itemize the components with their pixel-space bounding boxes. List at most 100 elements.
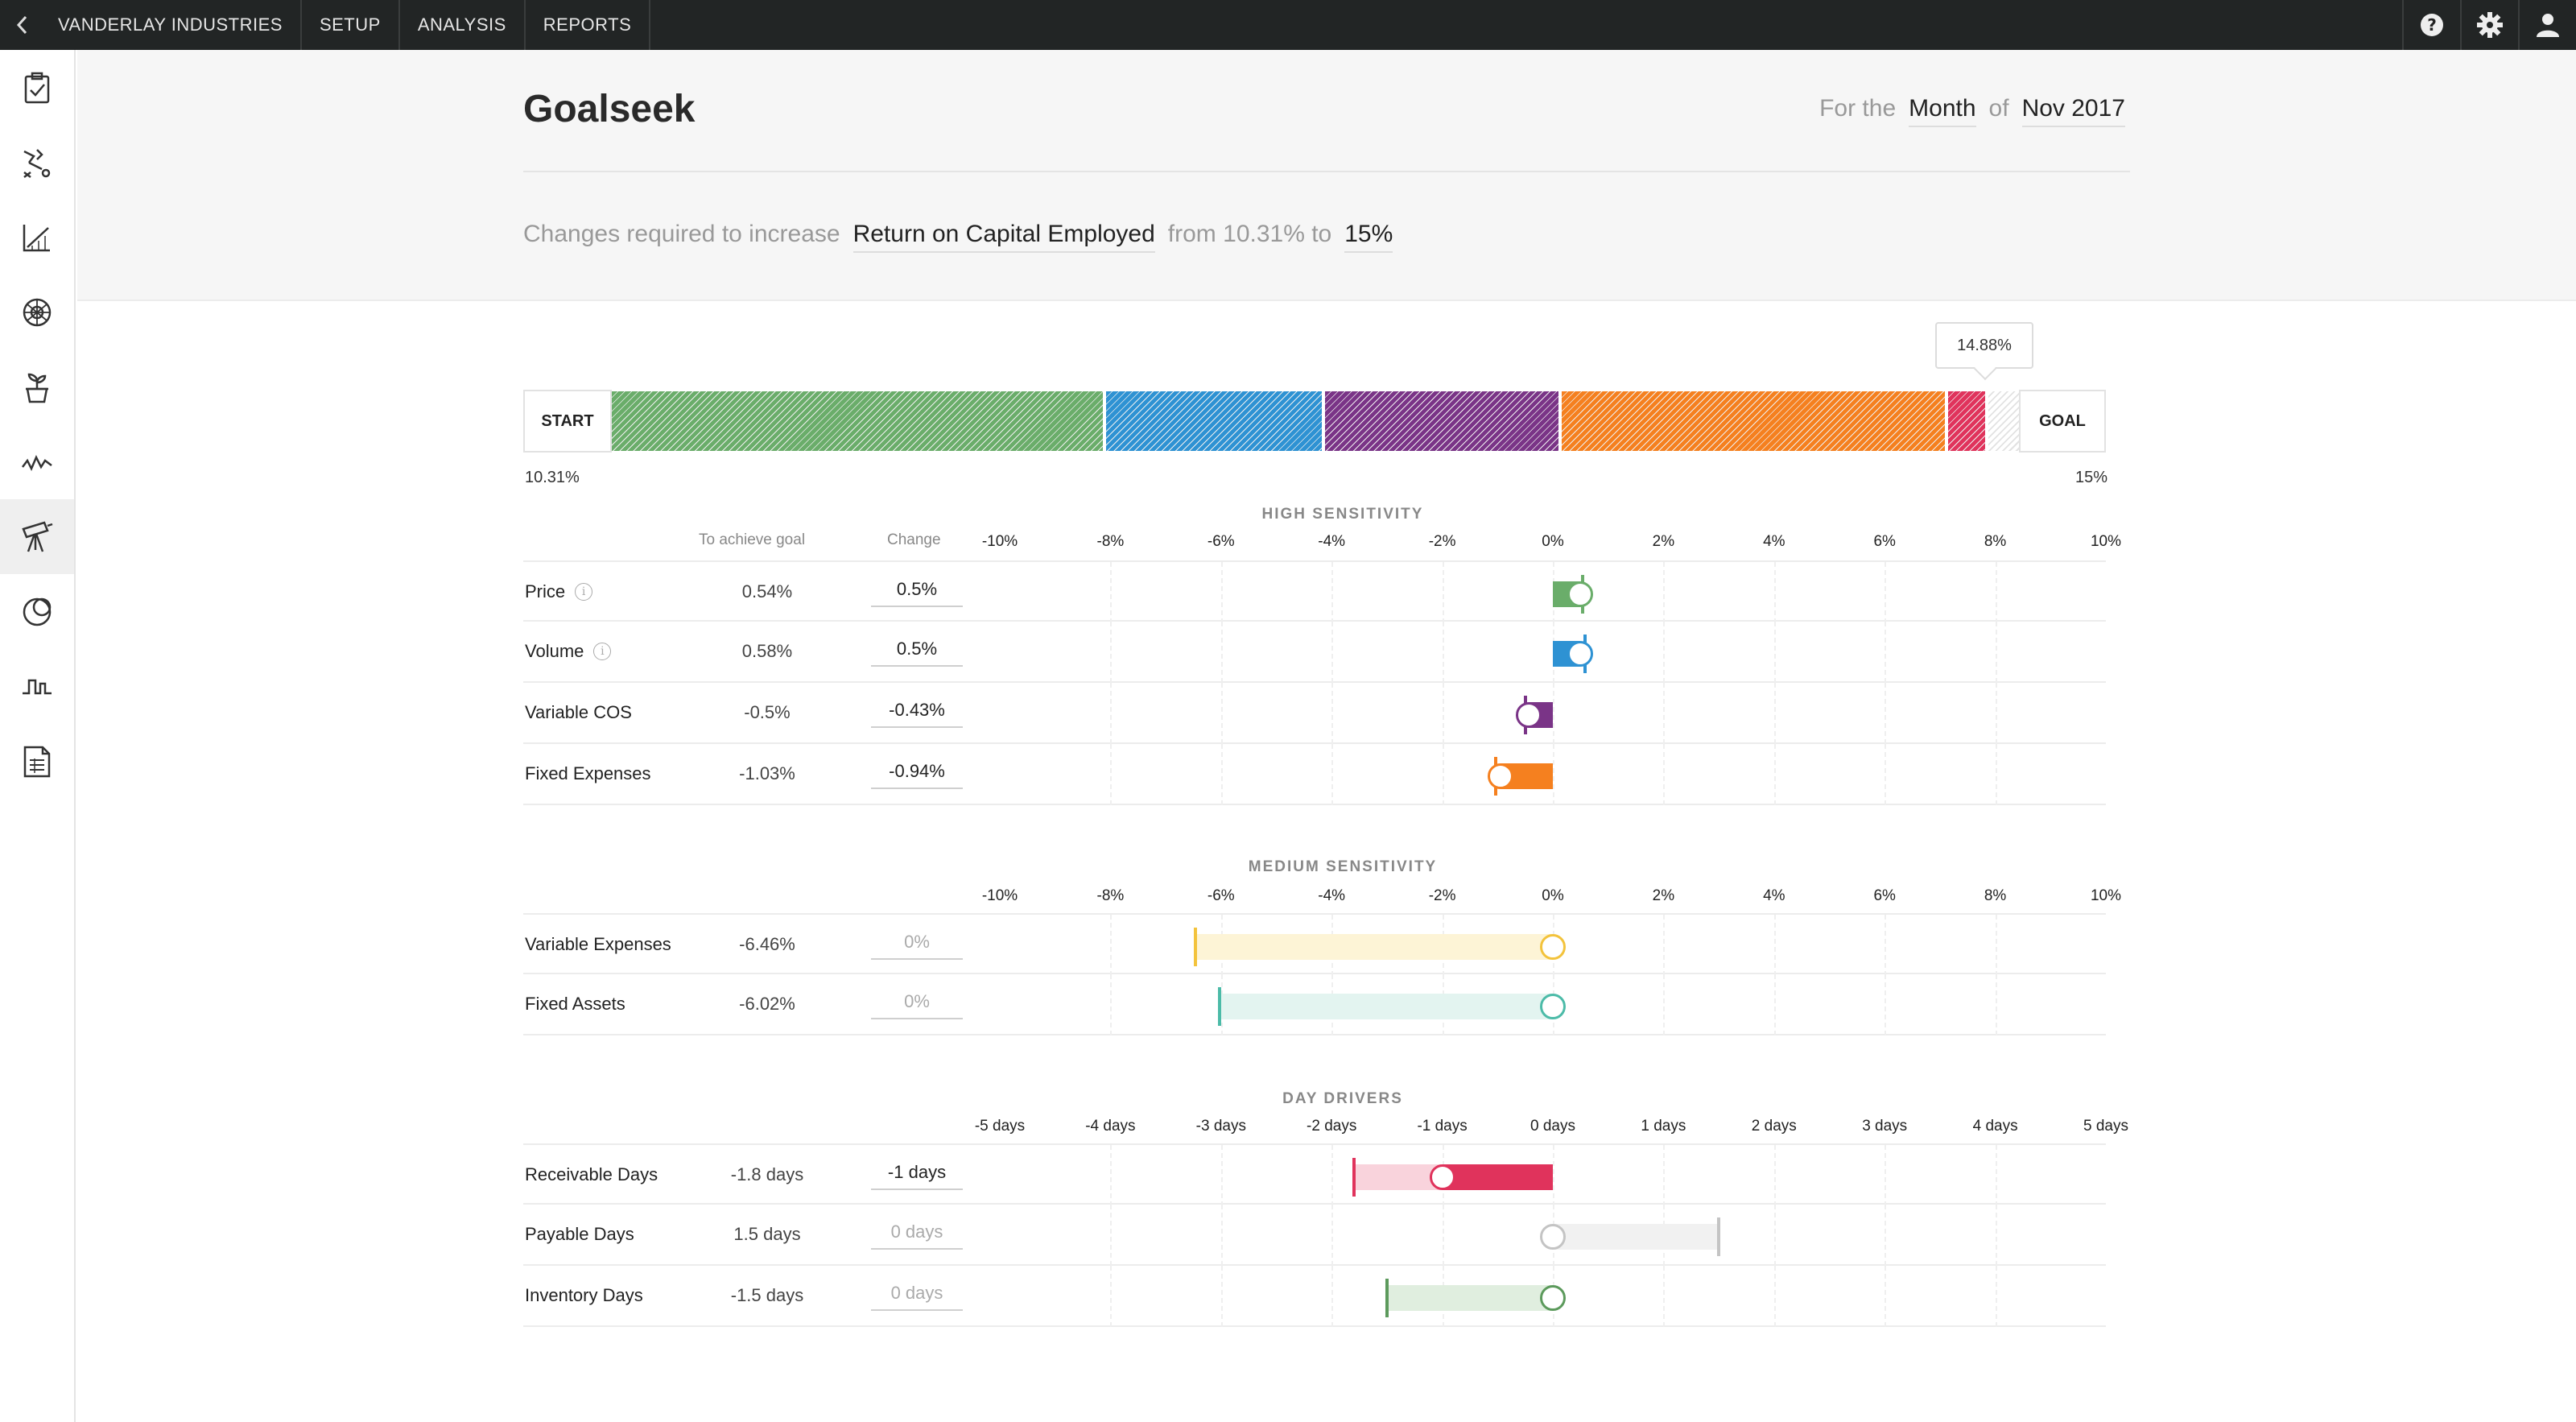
waterfall-segment-variable-cos[interactable] (1325, 391, 1558, 451)
grid-line (1773, 1266, 1776, 1327)
plant-pot-icon[interactable] (0, 349, 74, 424)
grid-line (1220, 562, 1223, 623)
grid-line (1773, 974, 1776, 1035)
axis-tick: 6% (1873, 533, 1896, 550)
slider-handle[interactable] (1540, 934, 1566, 960)
axis-tick: 1 days (1641, 1118, 1686, 1135)
telescope-icon[interactable] (0, 499, 74, 574)
waterfall-goal-value: 15% (2075, 469, 2108, 486)
grid-line (1885, 974, 1887, 1035)
grid-line (1110, 1205, 1113, 1266)
grid-line (1442, 744, 1444, 805)
slider-handle[interactable] (1540, 1285, 1566, 1311)
grid-line (1885, 562, 1887, 623)
change-input[interactable]: 0% (871, 989, 963, 1019)
slider-handle[interactable] (1540, 994, 1566, 1019)
nav-analysis[interactable]: ANALYSIS (400, 0, 526, 50)
waterfall-segment-receivable-days[interactable] (1948, 391, 1985, 451)
period-value-select[interactable]: Nov 2017 (2021, 95, 2125, 127)
gear-icon[interactable] (2460, 0, 2518, 50)
change-input[interactable]: 0% (871, 929, 963, 960)
grid-line (1442, 622, 1444, 683)
axis-tick: 2% (1652, 887, 1675, 904)
slider-handle[interactable] (1567, 641, 1594, 667)
driver-label: Volume i (525, 641, 612, 662)
back-chevron-icon[interactable] (0, 0, 45, 50)
achieve-goal-value: -1.5 days (730, 1285, 804, 1305)
grid-line (1885, 1205, 1887, 1266)
step-wave-icon[interactable] (0, 649, 74, 724)
axis-tick: 4 days (1972, 1118, 2018, 1135)
driver-row: Price i 0.54% 0.5% (523, 560, 2106, 623)
overlap-circles-icon[interactable] (0, 574, 74, 649)
company-name[interactable]: VANDERLAY INDUSTRIES (45, 0, 302, 50)
grid-line (1331, 744, 1334, 805)
driver-label: Variable COS (525, 702, 632, 723)
chart-line-icon[interactable] (0, 200, 74, 275)
grid-line (1995, 1145, 1997, 1206)
change-input[interactable]: -0.94% (871, 759, 963, 789)
period-unit-select[interactable]: Month (1909, 95, 1976, 127)
change-input[interactable]: -0.43% (871, 697, 963, 728)
goal-marker (1194, 928, 1198, 966)
grid-line (1110, 562, 1113, 623)
slider-handle[interactable] (1516, 702, 1542, 728)
grid-line (1773, 744, 1776, 805)
nav-setup[interactable]: SETUP (302, 0, 400, 50)
period-prefix: For the (1819, 95, 1897, 122)
change-bar (1442, 1164, 1553, 1190)
info-icon[interactable]: i (575, 583, 593, 601)
goal-sentence: Changes required to increase Return on C… (523, 221, 1393, 253)
pulse-wave-icon[interactable] (0, 424, 74, 499)
grid-line (1995, 1205, 1997, 1266)
goal-target-input[interactable]: 15% (1344, 221, 1393, 253)
sensitivity-plot (1000, 562, 2106, 623)
axis-tick: -2% (1428, 533, 1456, 550)
grid-line (1331, 683, 1334, 744)
grid-line (1442, 562, 1444, 623)
grid-line (1885, 1266, 1887, 1327)
goal-metric-select[interactable]: Return on Capital Employed (852, 221, 1155, 253)
section-title: HIGH SENSITIVITY (1261, 506, 1424, 523)
svg-text:?: ? (2427, 15, 2437, 35)
grid-line (1110, 1145, 1113, 1206)
slider-handle[interactable] (1429, 1164, 1455, 1190)
change-input[interactable]: 0.5% (871, 636, 963, 667)
driver-label: Receivable Days (525, 1164, 658, 1185)
change-input[interactable]: 0 days (871, 1219, 963, 1250)
axis-tick: -10% (981, 887, 1018, 904)
report-icon[interactable] (0, 724, 74, 799)
section-title: MEDIUM SENSITIVITY (1248, 858, 1438, 875)
driver-label: Variable Expenses (525, 934, 671, 955)
achieve-goal-value: 0.54% (741, 581, 793, 601)
nav-reports[interactable]: REPORTS (526, 0, 651, 50)
slider-handle[interactable] (1540, 1224, 1566, 1250)
driver-row: Fixed Assets -6.02% 0% (523, 974, 2106, 1035)
axis-tick: 8% (1984, 533, 2007, 550)
driver-label: Fixed Assets (525, 994, 625, 1015)
grid-line (1331, 1145, 1334, 1206)
globe-grid-icon[interactable] (0, 275, 74, 349)
slider-handle[interactable] (1567, 581, 1594, 607)
help-icon[interactable]: ? (2402, 0, 2460, 50)
driver-row: Payable Days 1.5 days 0 days (523, 1205, 2106, 1266)
change-input[interactable]: 0.5% (871, 577, 963, 607)
info-icon[interactable]: i (593, 643, 612, 660)
change-input[interactable]: -1 days (871, 1160, 963, 1190)
axis-tick: -5 days (974, 1118, 1026, 1135)
slider-handle[interactable] (1488, 763, 1514, 789)
change-input[interactable]: 0 days (871, 1280, 963, 1311)
period-of: of (1988, 95, 2009, 122)
clipboard-check-icon[interactable] (0, 50, 74, 125)
waterfall-segment-fixed-expenses[interactable] (1562, 391, 1945, 451)
section-title: DAY DRIVERS (1282, 1090, 1403, 1107)
driver-label: Fixed Expenses (525, 763, 651, 784)
grid-line (1553, 1145, 1554, 1206)
high-sensitivity-section: HIGH SENSITIVITY To achieve goal Change … (523, 499, 2133, 813)
strategy-icon[interactable] (0, 125, 74, 200)
waterfall-segment-price[interactable] (612, 391, 1103, 451)
grid-line (1220, 1205, 1223, 1266)
waterfall-segment-volume[interactable] (1106, 391, 1322, 451)
user-icon[interactable] (2518, 0, 2576, 50)
axis-tick: -8% (1096, 887, 1125, 904)
